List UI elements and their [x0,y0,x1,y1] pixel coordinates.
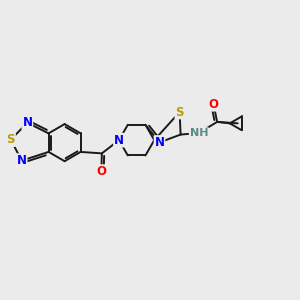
Text: N: N [114,134,124,147]
Text: O: O [208,98,219,111]
Text: S: S [7,133,15,146]
Text: N: N [154,136,164,149]
Text: O: O [96,165,106,178]
Text: NH: NH [190,128,208,138]
Text: H: H [194,128,203,138]
Text: N: N [17,154,27,167]
Text: N: N [22,116,32,129]
Text: S: S [176,106,184,118]
